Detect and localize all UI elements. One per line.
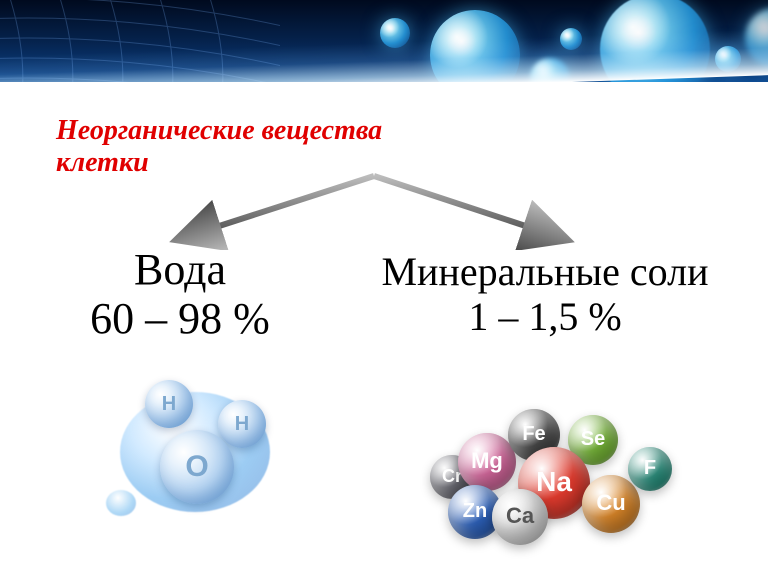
oxygen-atom-icon: O — [160, 430, 234, 504]
mineral-elements-icon: CrMgFeSeNaZnCaCuF — [430, 405, 730, 565]
header-banner — [0, 0, 768, 102]
branch-water: Вода 60 – 98 % — [50, 245, 310, 344]
water-molecule-icon: H H O — [100, 370, 300, 540]
element-sphere-f: F — [628, 447, 672, 491]
branch-minerals: Минеральные соли 1 – 1,5 % — [380, 250, 710, 340]
hydrogen-atom-icon: H — [145, 380, 193, 428]
element-sphere-cu: Cu — [582, 475, 640, 533]
branch-water-name: Вода — [50, 245, 310, 294]
hydrogen-atom-icon: H — [218, 400, 266, 448]
branch-water-percent: 60 – 98 % — [50, 294, 310, 343]
branch-arrows — [154, 170, 594, 250]
branch-minerals-percent: 1 – 1,5 % — [380, 295, 710, 340]
branch-minerals-name: Минеральные соли — [380, 250, 710, 295]
wave-decor — [0, 82, 768, 102]
element-sphere-ca: Ca — [492, 489, 548, 545]
element-sphere-mg: Mg — [458, 433, 516, 491]
